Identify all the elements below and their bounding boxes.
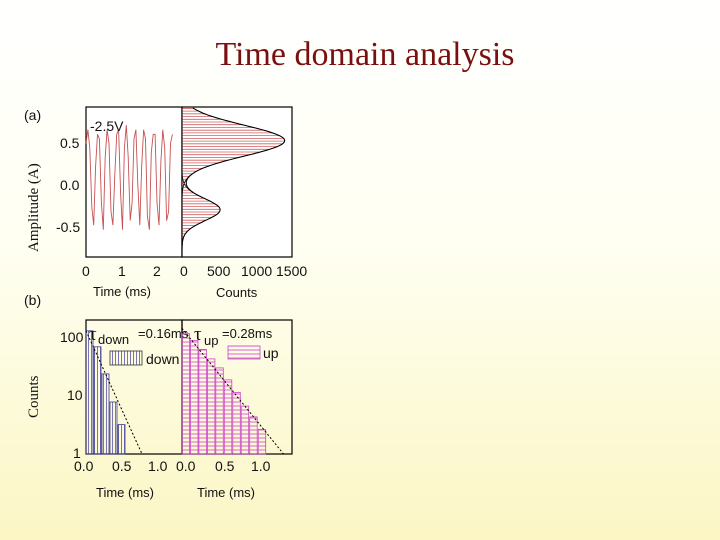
x-tick-label: 0.0 [176, 458, 196, 474]
trace-series-0 [85, 125, 173, 230]
dwell-bar [181, 333, 190, 455]
x-tick-label: 0.0 [74, 458, 94, 474]
y-tick-label: 0.5 [60, 135, 80, 151]
dwell-bar [85, 330, 94, 455]
x-tick-label: 0 [82, 263, 90, 279]
y-axis-label: Amplitude (A) [26, 163, 42, 252]
y-tick-label: -0.5 [56, 219, 80, 235]
exp-fit-down [85, 330, 143, 455]
dwell-bar [249, 416, 258, 455]
dwell-bar [190, 339, 199, 455]
x-axis-label: Time (ms) [197, 485, 255, 500]
dwell-bar [117, 424, 126, 455]
dwell-bar [215, 367, 224, 455]
dwell-bar [223, 379, 233, 455]
gaussian-fit-upper [181, 107, 286, 257]
x-axis-label: Time (ms) [96, 485, 154, 500]
y-tick-label: 100 [60, 329, 84, 345]
panel-label-b: (b) [24, 292, 41, 308]
dwell-bar [109, 401, 118, 455]
tau-up-value: =0.28ms [222, 326, 273, 341]
legend-label-up: up [263, 345, 279, 361]
x-tick-label: 1.0 [148, 458, 168, 474]
x-tick-label: 1500 [276, 263, 307, 279]
y-tick-label: 1 [73, 445, 81, 461]
dwell-bar [232, 391, 241, 455]
y-tick-label: 10 [67, 387, 83, 403]
x-tick-label: 1.0 [251, 458, 271, 474]
dwell-bar [198, 348, 207, 455]
dwell-down-chart: τ down =0.16ms down 100 10 1 0.0 0.5 1.0… [26, 319, 189, 500]
histogram-chart: 0 500 1000 1500 Counts [180, 106, 307, 300]
legend-label-down: down [146, 351, 179, 367]
x-axis-label: Time (ms) [93, 284, 151, 299]
legend-swatch-up [227, 345, 261, 360]
x-tick-label: 0.5 [112, 458, 132, 474]
x-tick-label: 0.5 [215, 458, 235, 474]
gaussian-fit-lower [181, 107, 221, 257]
dwell-bar [206, 358, 216, 455]
slide-title: Time domain analysis [215, 36, 515, 73]
x-tick-label: 1 [118, 263, 126, 279]
x-tick-label: 1000 [241, 263, 272, 279]
trace-chart: -2.5V 0.5 0.0 -0.5 0 1 2 Time (ms) Ampli… [26, 106, 183, 299]
y-tick-label: 0.0 [60, 177, 80, 193]
dwell-up-chart: τ up =0.28ms up 0.0 0.5 1.0 Time (ms) [176, 319, 293, 500]
y-axis-label: Counts [26, 375, 42, 418]
x-tick-label: 2 [153, 263, 161, 279]
histogram-frame [181, 106, 293, 258]
exp-fit-up [181, 327, 284, 455]
dwell-bar [240, 405, 250, 455]
dwell-bar [257, 429, 267, 455]
tau-up-symbol: τ [194, 324, 202, 345]
x-tick-label: 0 [180, 263, 188, 279]
panel-label-a: (a) [24, 107, 41, 123]
x-axis-label: Counts [216, 285, 258, 300]
dwell-bar [93, 346, 102, 455]
tau-up-subscript: up [204, 333, 218, 348]
tau-down-value: =0.16ms [138, 326, 189, 341]
tau-down-subscript: down [98, 332, 129, 347]
tau-down-symbol: τ [89, 324, 97, 345]
dwell-bar [101, 373, 110, 455]
legend-swatch-down [109, 350, 143, 366]
bias-annotation: -2.5V [90, 118, 124, 134]
x-tick-label: 500 [207, 263, 231, 279]
